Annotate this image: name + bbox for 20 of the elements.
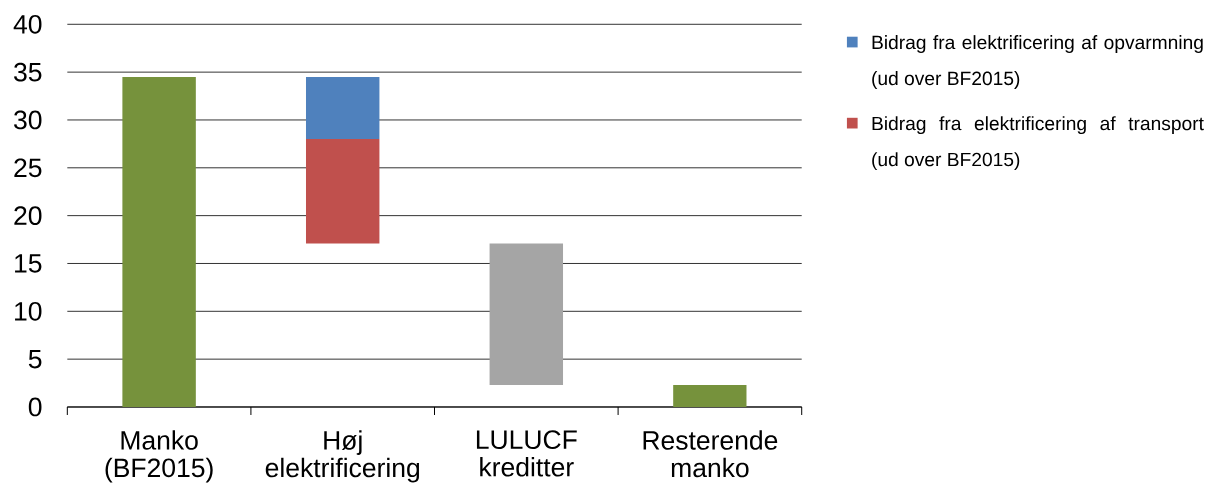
x-tick-label: LULUCF kreditter	[476, 430, 577, 477]
x-tick-label: Manko (BF2015)	[105, 430, 213, 483]
y-tick-label: 15	[15, 254, 42, 273]
bar	[673, 384, 747, 407]
y-tick-label: 40	[13, 14, 42, 34]
bar	[489, 243, 564, 385]
legend-label: Bidrag fra elektrificering af opvarmning (ud over BF2015)	[872, 35, 1203, 89]
y-tick-label: 30	[14, 110, 42, 130]
bar	[305, 76, 380, 140]
y-tick-label: 0	[28, 397, 42, 417]
y-tick-label: 5	[28, 349, 42, 369]
y-tick-label: 25	[14, 158, 42, 178]
legend-label: Bidrag fra elektrificering af transport (ud over BF2015)	[872, 116, 1204, 171]
y-tick-label: 10	[15, 301, 42, 321]
bar	[305, 139, 380, 244]
x-tick-label: Høj elektrificering	[265, 430, 420, 483]
y-tick-label: 35	[14, 62, 42, 82]
y-tick-label: 20	[14, 206, 42, 226]
x-tick-label: Resterende manko	[643, 430, 778, 478]
bar	[122, 76, 196, 407]
